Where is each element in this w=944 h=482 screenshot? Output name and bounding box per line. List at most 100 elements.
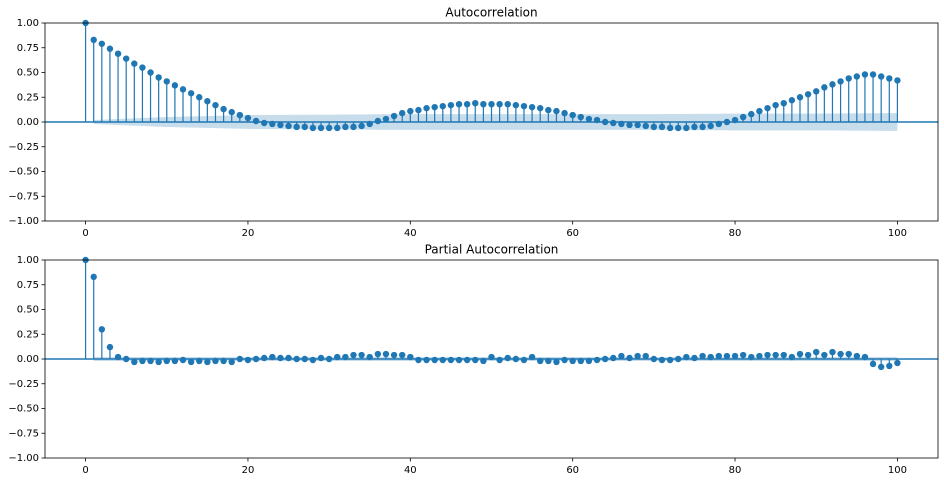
marker: [829, 348, 836, 356]
marker: [707, 353, 714, 361]
y-tick-label: −0.50: [8, 167, 39, 178]
marker: [334, 353, 341, 361]
marker: [561, 109, 568, 117]
marker: [472, 99, 479, 107]
marker: [317, 124, 325, 132]
marker: [675, 124, 682, 132]
marker: [796, 350, 804, 358]
marker: [228, 108, 235, 116]
marker: [455, 100, 463, 108]
marker: [447, 101, 455, 109]
marker: [634, 121, 641, 129]
marker: [350, 123, 357, 131]
marker: [764, 351, 771, 359]
marker: [325, 124, 333, 132]
marker: [488, 100, 495, 108]
marker: [756, 107, 763, 115]
marker: [788, 97, 796, 104]
marker: [252, 355, 260, 363]
marker: [593, 116, 601, 124]
marker: [98, 326, 106, 333]
marker: [114, 50, 122, 57]
marker: [212, 357, 219, 365]
marker: [431, 356, 438, 364]
marker: [520, 356, 528, 364]
marker: [399, 351, 406, 359]
marker: [325, 355, 333, 363]
marker: [545, 357, 552, 365]
y-tick-label: 0.00: [17, 117, 39, 128]
marker: [683, 124, 690, 132]
y-tick-label: −0.75: [8, 428, 39, 439]
x-tick-label: 60: [566, 228, 579, 239]
marker: [309, 356, 317, 364]
marker: [228, 358, 235, 366]
marker: [585, 115, 593, 123]
marker: [699, 352, 706, 360]
marker: [423, 356, 430, 364]
marker: [204, 98, 211, 105]
y-tick-label: −1.00: [8, 216, 39, 227]
marker: [147, 69, 154, 76]
marker: [342, 123, 349, 131]
marker: [187, 358, 195, 366]
marker: [399, 109, 406, 117]
marker: [731, 116, 739, 124]
marker: [390, 112, 398, 120]
marker: [699, 123, 706, 131]
marker: [877, 73, 885, 80]
marker: [723, 118, 731, 126]
marker: [472, 356, 479, 364]
marker: [845, 350, 852, 358]
x-tick-label: 40: [404, 228, 417, 239]
marker: [537, 357, 544, 365]
marker: [553, 107, 560, 115]
marker: [423, 104, 430, 112]
marker: [788, 353, 796, 361]
marker: [244, 114, 252, 122]
marker: [277, 121, 284, 129]
marker: [675, 355, 682, 363]
marker: [90, 36, 97, 44]
marker: [131, 60, 138, 67]
marker: [260, 119, 268, 127]
marker: [171, 82, 179, 89]
marker: [431, 103, 438, 111]
marker: [618, 120, 625, 128]
marker: [309, 124, 317, 132]
marker: [139, 357, 146, 365]
marker: [496, 356, 503, 364]
marker: [739, 351, 747, 359]
y-tick-label: −0.75: [8, 191, 39, 202]
marker: [528, 353, 536, 361]
marker: [131, 358, 138, 366]
marker: [488, 353, 495, 361]
marker: [382, 350, 390, 358]
marker: [707, 122, 714, 130]
marker: [179, 86, 187, 93]
marker: [626, 121, 633, 129]
x-tick-label: 80: [729, 465, 742, 476]
x-tick-label: 20: [242, 228, 255, 239]
marker: [537, 104, 544, 112]
marker: [439, 356, 446, 364]
marker: [236, 355, 244, 363]
marker: [796, 94, 804, 101]
marker: [220, 357, 227, 365]
marker: [528, 103, 536, 111]
marker: [886, 75, 893, 82]
marker: [163, 357, 170, 365]
marker: [650, 123, 658, 131]
chart-title: Partial Autocorrelation: [425, 243, 559, 257]
marker: [407, 107, 414, 115]
marker: [691, 354, 698, 362]
y-tick-label: −1.00: [8, 453, 39, 464]
marker: [512, 355, 520, 363]
marker: [739, 113, 747, 121]
marker: [804, 91, 812, 98]
marker: [813, 348, 820, 356]
marker: [439, 102, 446, 110]
marker: [813, 88, 820, 95]
marker: [642, 352, 649, 360]
marker: [821, 351, 828, 359]
